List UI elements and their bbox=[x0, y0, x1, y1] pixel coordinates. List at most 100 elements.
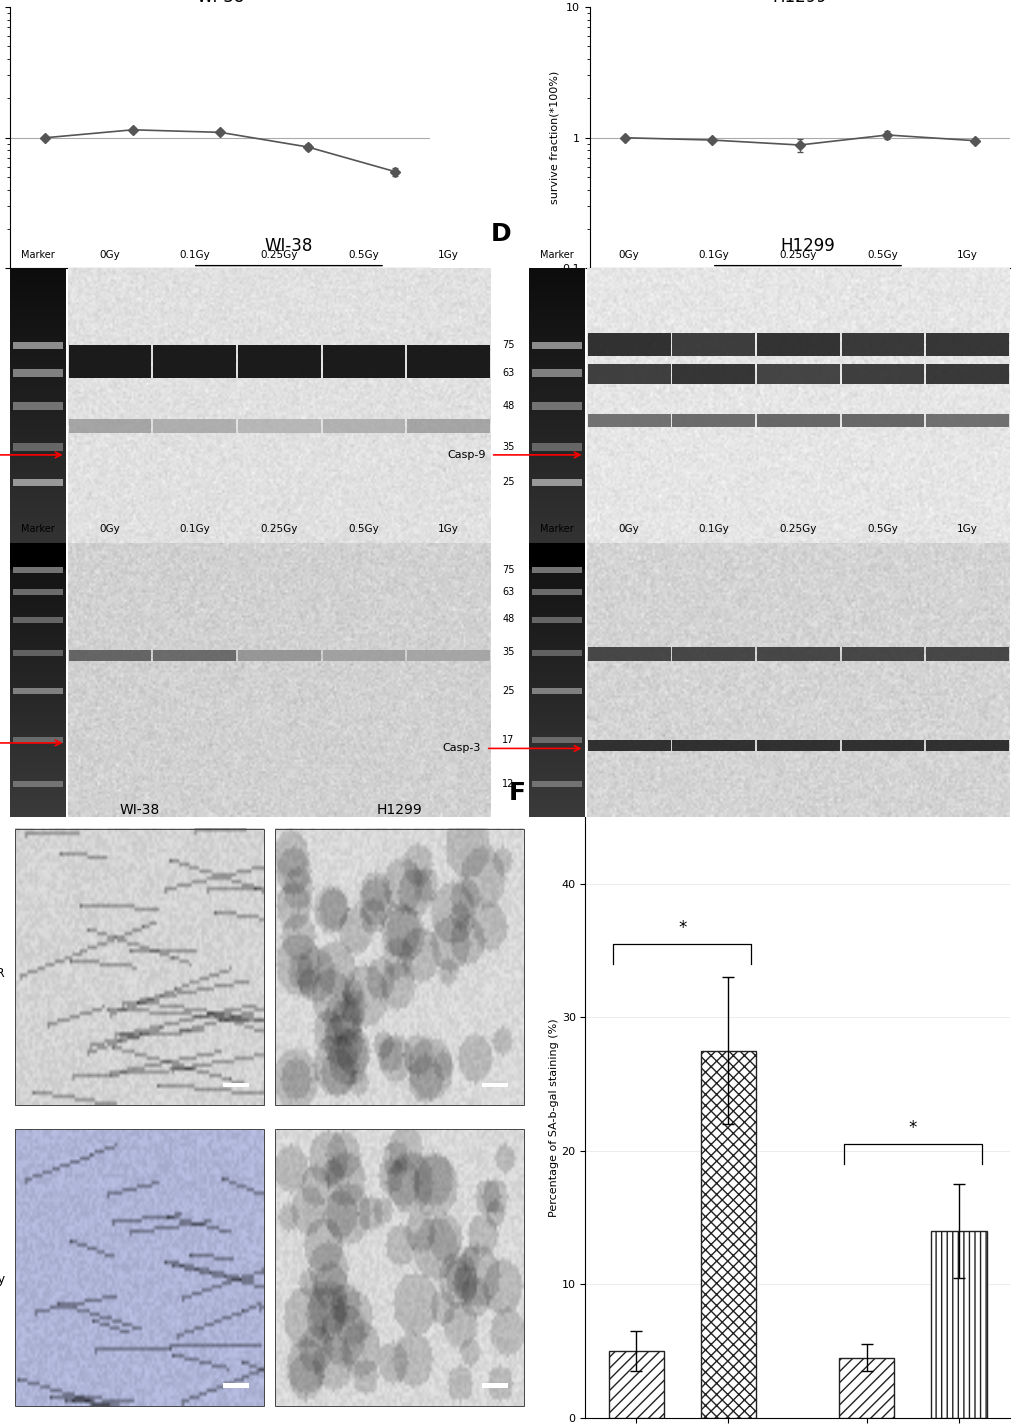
Bar bbox=[608, 1351, 663, 1418]
Text: 63: 63 bbox=[502, 368, 515, 378]
Text: 12: 12 bbox=[502, 779, 515, 789]
Text: 0.5Gy: 0.5Gy bbox=[348, 251, 379, 261]
Bar bbox=[12, 342, 63, 349]
Bar bbox=[841, 365, 923, 383]
Bar bbox=[407, 345, 489, 378]
Bar bbox=[322, 419, 405, 433]
Text: WI-38: WI-38 bbox=[265, 237, 313, 255]
Bar bbox=[587, 647, 669, 661]
Bar bbox=[672, 365, 754, 383]
Bar bbox=[531, 369, 582, 376]
Text: 25: 25 bbox=[501, 477, 515, 487]
Bar bbox=[12, 590, 63, 596]
Bar bbox=[841, 647, 923, 661]
Bar bbox=[237, 345, 320, 378]
Text: 0.1Gy: 0.1Gy bbox=[698, 524, 729, 534]
Bar bbox=[12, 567, 63, 573]
Text: 0.5Gy: 0.5Gy bbox=[867, 524, 898, 534]
Bar bbox=[12, 617, 63, 623]
Bar bbox=[925, 740, 1008, 751]
Bar bbox=[407, 419, 489, 433]
Bar bbox=[237, 419, 320, 433]
Text: Marker: Marker bbox=[539, 524, 573, 534]
Bar bbox=[531, 650, 582, 656]
Bar bbox=[756, 333, 839, 356]
Text: 0.25Gy: 0.25Gy bbox=[779, 524, 816, 534]
Text: Non-IR: Non-IR bbox=[0, 966, 5, 980]
Bar bbox=[700, 1050, 755, 1418]
Bar bbox=[756, 365, 839, 383]
Bar bbox=[322, 345, 405, 378]
Text: 0.5Gy: 0.5Gy bbox=[348, 524, 379, 534]
Bar bbox=[925, 333, 1008, 356]
Text: H1299: H1299 bbox=[376, 804, 422, 817]
Text: 17: 17 bbox=[502, 735, 515, 745]
Text: Marker: Marker bbox=[539, 251, 573, 261]
Y-axis label: survive fraction(*100%): survive fraction(*100%) bbox=[549, 71, 559, 204]
Bar bbox=[274, 1130, 523, 1406]
Text: 0.5Gy: 0.5Gy bbox=[0, 1273, 5, 1287]
Text: 63: 63 bbox=[502, 587, 515, 597]
Text: Casp-3: Casp-3 bbox=[442, 744, 481, 754]
Text: D: D bbox=[490, 222, 511, 247]
Text: *: * bbox=[908, 1120, 916, 1137]
Text: 48: 48 bbox=[502, 400, 515, 410]
Bar bbox=[15, 1130, 264, 1406]
Text: F: F bbox=[508, 781, 526, 805]
Bar bbox=[68, 650, 152, 661]
Bar bbox=[68, 419, 152, 433]
Text: 25: 25 bbox=[501, 685, 515, 695]
Text: 0.1Gy: 0.1Gy bbox=[179, 524, 210, 534]
Bar bbox=[15, 829, 264, 1106]
Text: 75: 75 bbox=[501, 566, 515, 576]
Bar bbox=[841, 333, 923, 356]
Bar bbox=[587, 333, 669, 356]
Bar bbox=[756, 413, 839, 427]
Text: Marker: Marker bbox=[21, 251, 55, 261]
Text: 0Gy: 0Gy bbox=[100, 251, 120, 261]
Text: 0Gy: 0Gy bbox=[619, 251, 639, 261]
Bar bbox=[839, 1358, 894, 1418]
Title: H1299: H1299 bbox=[771, 0, 826, 6]
Bar bbox=[153, 345, 235, 378]
Bar bbox=[274, 829, 523, 1106]
Bar bbox=[672, 413, 754, 427]
Bar bbox=[222, 1083, 249, 1087]
Bar bbox=[531, 738, 582, 744]
Bar bbox=[12, 402, 63, 409]
Text: 1Gy: 1Gy bbox=[437, 251, 459, 261]
Bar bbox=[12, 479, 63, 486]
Bar bbox=[531, 781, 582, 788]
Bar bbox=[531, 617, 582, 623]
Bar bbox=[587, 740, 669, 751]
Title: WI-38: WI-38 bbox=[196, 0, 245, 6]
Text: 0.25Gy: 0.25Gy bbox=[261, 524, 298, 534]
Text: 1Gy: 1Gy bbox=[956, 251, 977, 261]
Bar bbox=[531, 402, 582, 409]
Text: 75: 75 bbox=[501, 341, 515, 351]
Text: 0.1Gy: 0.1Gy bbox=[179, 251, 210, 261]
Bar bbox=[672, 740, 754, 751]
Bar bbox=[222, 1384, 249, 1388]
Bar bbox=[587, 413, 669, 427]
Bar bbox=[153, 650, 235, 661]
Text: *: * bbox=[678, 919, 686, 938]
Text: 0.25Gy: 0.25Gy bbox=[261, 251, 298, 261]
Bar bbox=[587, 365, 669, 383]
Bar bbox=[925, 413, 1008, 427]
Text: WI-38: WI-38 bbox=[119, 804, 160, 817]
Bar bbox=[407, 650, 489, 661]
Bar bbox=[12, 650, 63, 656]
Bar bbox=[925, 365, 1008, 383]
Text: H1299: H1299 bbox=[780, 237, 835, 255]
Bar bbox=[531, 688, 582, 694]
Text: 0.5Gy: 0.5Gy bbox=[867, 251, 898, 261]
Bar bbox=[925, 647, 1008, 661]
Text: 35: 35 bbox=[502, 442, 515, 452]
Bar bbox=[672, 333, 754, 356]
Text: 0Gy: 0Gy bbox=[619, 524, 639, 534]
Bar bbox=[531, 342, 582, 349]
Text: 48: 48 bbox=[502, 614, 515, 624]
Text: 0Gy: 0Gy bbox=[100, 524, 120, 534]
Bar bbox=[672, 647, 754, 661]
